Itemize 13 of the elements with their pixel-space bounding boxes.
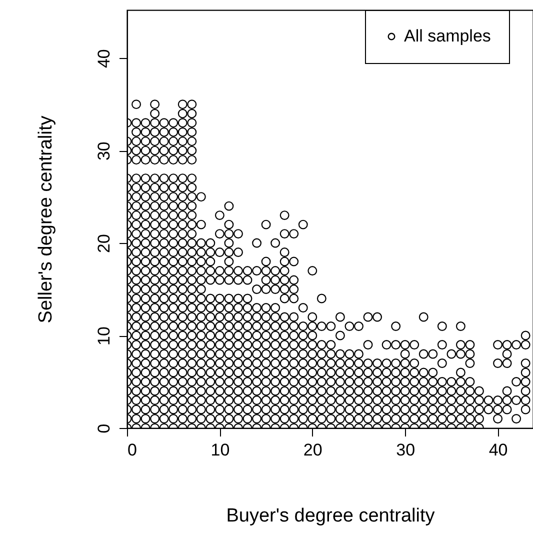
- y-tick-label: 40: [94, 49, 114, 68]
- x-tick-label: 10: [210, 440, 230, 460]
- y-tick-label: 0: [94, 424, 114, 434]
- y-axis-title: Seller's degree centrality: [36, 115, 56, 324]
- legend-label: All samples: [404, 26, 491, 46]
- x-tick-label: 30: [396, 440, 416, 460]
- x-axis-title: Buyer's degree centrality: [226, 506, 436, 526]
- y-tick-label: 30: [94, 142, 114, 161]
- x-tick-label: 0: [128, 440, 137, 460]
- y-tick-label: 20: [94, 234, 114, 254]
- x-tick-label: 40: [488, 440, 508, 460]
- x-tick-label: 20: [303, 440, 322, 460]
- y-tick-label: 10: [94, 326, 114, 346]
